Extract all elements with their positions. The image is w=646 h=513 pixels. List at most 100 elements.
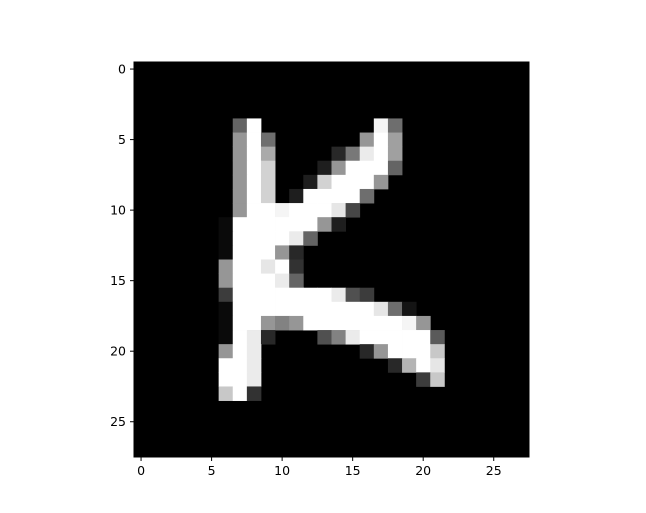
pixel-cell bbox=[246, 118, 262, 133]
x-tick-label: 0 bbox=[137, 463, 145, 478]
pixel-cell bbox=[387, 315, 403, 331]
pixel-cell bbox=[260, 259, 276, 275]
pixel-cell bbox=[246, 273, 262, 289]
pixel-cell bbox=[218, 287, 234, 303]
pixel-cell bbox=[232, 273, 248, 289]
pixel-cell bbox=[232, 245, 248, 260]
x-tick-label: 25 bbox=[486, 463, 502, 478]
pixel-cell bbox=[331, 160, 347, 176]
y-tick-label: 25 bbox=[110, 414, 126, 429]
pixel-cell bbox=[275, 231, 290, 246]
y-tick-label: 5 bbox=[118, 132, 126, 147]
pixel-cell bbox=[260, 287, 276, 303]
heatmap-axes: 0 5 10 15 20 25 0 5 10 15 20 25 bbox=[110, 61, 530, 478]
pixel-cell bbox=[359, 301, 375, 317]
pixel-cell bbox=[317, 330, 332, 345]
pixel-cell bbox=[402, 344, 417, 359]
pixel-cell bbox=[246, 132, 262, 148]
pixel-cell bbox=[402, 358, 417, 373]
pixel-cell bbox=[331, 146, 347, 162]
x-axis-ticks: 0 5 10 15 20 25 bbox=[137, 457, 502, 478]
pixel-cell bbox=[331, 174, 347, 190]
pixel-cell bbox=[303, 188, 318, 204]
pixel-cell bbox=[232, 358, 248, 373]
pixel-cell bbox=[232, 344, 248, 359]
pixel-cell bbox=[260, 188, 276, 204]
pixel-cell bbox=[275, 315, 290, 331]
x-tick-label: 5 bbox=[208, 463, 216, 478]
pixel-cell bbox=[246, 315, 262, 331]
y-tick-label: 0 bbox=[118, 62, 126, 77]
pixel-cell bbox=[373, 315, 389, 331]
pixel-cell bbox=[260, 301, 276, 317]
pixel-cell bbox=[260, 245, 276, 260]
pixel-cell bbox=[246, 245, 262, 260]
pixel-cell bbox=[218, 273, 234, 289]
pixel-cell bbox=[232, 174, 248, 190]
pixel-cell bbox=[246, 287, 262, 303]
pixel-cell bbox=[275, 287, 290, 303]
pixel-cell bbox=[303, 315, 318, 331]
pixel-cell bbox=[303, 231, 318, 246]
pixel-cell bbox=[289, 287, 304, 303]
pixel-cell bbox=[359, 188, 375, 204]
pixel-cell bbox=[275, 203, 290, 218]
pixel-cell bbox=[402, 301, 417, 317]
pixel-cell bbox=[246, 203, 262, 218]
pixel-cell bbox=[246, 330, 262, 345]
pixel-cell bbox=[275, 245, 290, 260]
pixel-cell bbox=[359, 160, 375, 176]
pixel-cell bbox=[232, 372, 248, 387]
pixel-cell bbox=[218, 301, 234, 317]
pixel-cell bbox=[218, 344, 234, 359]
pixel-cell bbox=[218, 372, 234, 387]
pixel-cell bbox=[246, 358, 262, 373]
pixel-cell bbox=[402, 315, 417, 331]
pixel-cell bbox=[317, 315, 332, 331]
pixel-cell bbox=[373, 160, 389, 176]
pixel-cell bbox=[260, 315, 276, 331]
pixel-cell bbox=[416, 344, 431, 359]
pixel-cell bbox=[331, 217, 347, 232]
pixel-cell bbox=[317, 287, 332, 303]
pixel-cell bbox=[232, 203, 248, 218]
pixel-cell bbox=[416, 358, 431, 373]
pixel-cell bbox=[359, 146, 375, 162]
pixel-cell bbox=[387, 160, 403, 176]
pixel-cell bbox=[246, 386, 262, 401]
pixel-cell bbox=[246, 188, 262, 204]
pixel-cell bbox=[373, 132, 389, 148]
x-tick-label: 10 bbox=[274, 463, 290, 478]
pixel-cell bbox=[402, 330, 417, 345]
pixel-cell bbox=[289, 273, 304, 289]
pixel-cell bbox=[359, 132, 375, 148]
pixel-cell bbox=[373, 344, 389, 359]
y-tick-label: 10 bbox=[110, 203, 126, 218]
pixel-cell bbox=[303, 287, 318, 303]
pixel-cell bbox=[387, 301, 403, 317]
pixel-cell bbox=[331, 203, 347, 218]
pixel-cell bbox=[373, 146, 389, 162]
pixel-cell bbox=[232, 217, 248, 232]
pixel-cell bbox=[246, 146, 262, 162]
pixel-cell bbox=[246, 259, 262, 275]
pixel-cell bbox=[430, 372, 445, 387]
pixel-cell bbox=[331, 287, 347, 303]
pixel-cell bbox=[373, 174, 389, 190]
pixel-cell bbox=[232, 301, 248, 317]
pixel-cell bbox=[416, 330, 431, 345]
pixel-cell bbox=[303, 203, 318, 218]
pixel-cell bbox=[430, 344, 445, 359]
pixel-cell bbox=[232, 386, 248, 401]
pixel-cell bbox=[289, 315, 304, 331]
pixel-cell bbox=[387, 146, 403, 162]
pixel-cell bbox=[260, 231, 276, 246]
pixel-cell bbox=[373, 330, 389, 345]
axes-frame bbox=[133, 61, 530, 458]
pixel-cell bbox=[232, 160, 248, 176]
pixel-cell bbox=[232, 188, 248, 204]
pixel-cell bbox=[416, 315, 431, 331]
pixel-cell bbox=[232, 231, 248, 246]
pixel-cell bbox=[359, 330, 375, 345]
pixel-cell bbox=[260, 203, 276, 218]
